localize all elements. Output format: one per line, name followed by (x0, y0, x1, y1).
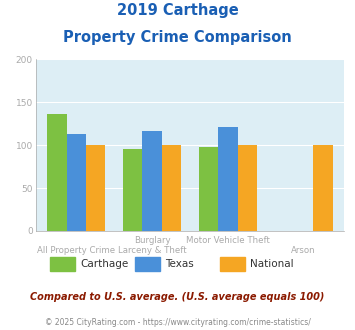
Text: All Property Crime: All Property Crime (37, 246, 115, 255)
Text: Carthage: Carthage (80, 259, 128, 269)
Bar (218, 127, 237, 231)
Text: Burglary: Burglary (134, 236, 170, 245)
Text: National: National (250, 259, 294, 269)
Text: Motor Vehicle Theft: Motor Vehicle Theft (186, 236, 270, 245)
Text: Larceny & Theft: Larceny & Theft (118, 246, 186, 255)
Bar (313, 145, 333, 231)
Text: 2019 Carthage: 2019 Carthage (117, 3, 238, 18)
Text: Arson: Arson (291, 246, 316, 255)
Text: Property Crime Comparison: Property Crime Comparison (63, 30, 292, 45)
Bar (67, 134, 86, 231)
Bar (123, 149, 142, 231)
Text: Texas: Texas (165, 259, 194, 269)
Bar (199, 147, 218, 231)
Bar (47, 114, 67, 231)
Text: © 2025 CityRating.com - https://www.cityrating.com/crime-statistics/: © 2025 CityRating.com - https://www.city… (45, 318, 310, 327)
Bar (142, 131, 162, 231)
Bar (162, 145, 181, 231)
Bar (86, 145, 105, 231)
Bar (237, 145, 257, 231)
Text: Compared to U.S. average. (U.S. average equals 100): Compared to U.S. average. (U.S. average … (30, 292, 325, 302)
